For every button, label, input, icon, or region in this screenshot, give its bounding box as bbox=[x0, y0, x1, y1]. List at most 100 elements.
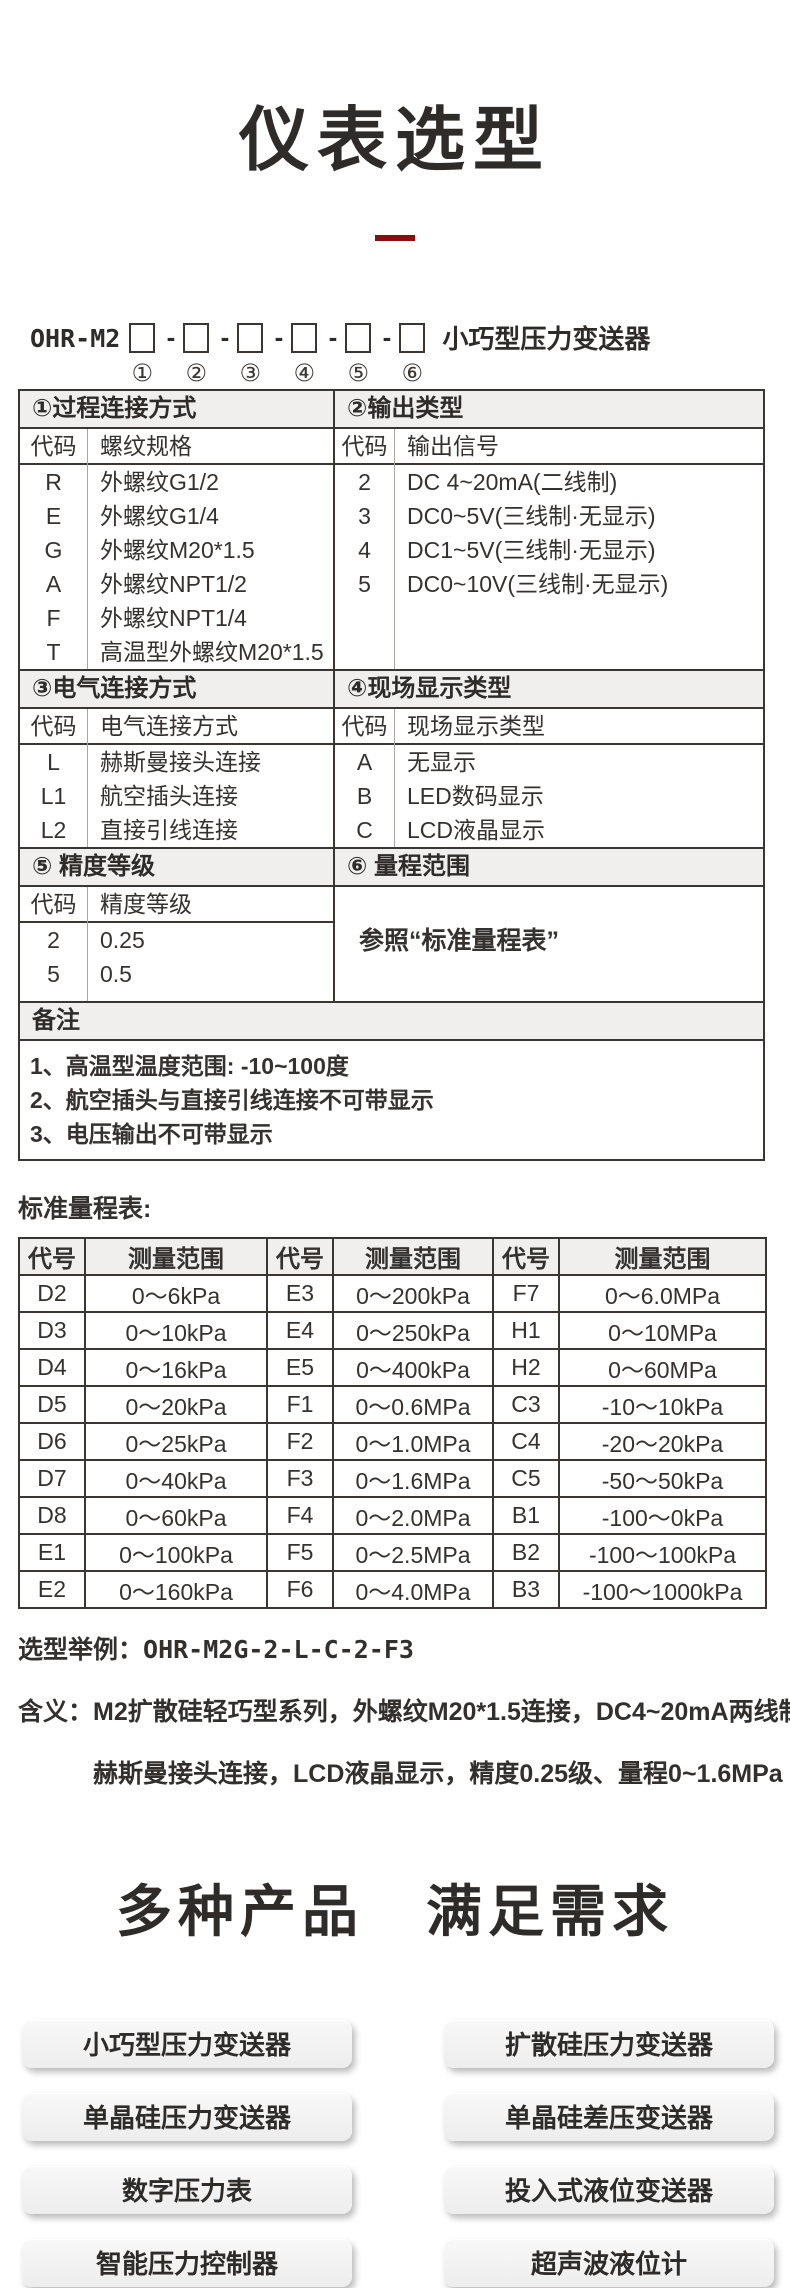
column-header-desc: 电气连接方式 bbox=[88, 709, 333, 745]
example-model-code: OHR-M2G-2-L-C-2-F3 bbox=[143, 1635, 414, 1664]
desc-cell: 外螺纹G1/4 bbox=[100, 503, 219, 529]
remark-note-line: 1、高温型温度范围: -10~100度 bbox=[30, 1053, 349, 1079]
range-code-cell: D3 bbox=[18, 1311, 86, 1350]
range-code-cell: C3 bbox=[492, 1385, 560, 1424]
section-title: ①过程连接方式 bbox=[20, 391, 333, 429]
spec-section-output-type: ②输出类型 代码 2 3 4 5 输出信号 DC 4~20mA(二线制) DC0~5V(… bbox=[335, 391, 763, 669]
column-header-desc: 现场显示类型 bbox=[395, 709, 763, 745]
range-code-cell: E5 bbox=[266, 1348, 334, 1387]
range-code-cell: H1 bbox=[492, 1311, 560, 1350]
example-meaning: 含义： M2扩散硅轻巧型系列，外螺纹M20*1.5连接，DC4~20mA两线制输… bbox=[18, 1681, 790, 1805]
range-row: D6 0～25kPa F2 0～1.0MPa C4 -20～20kPa bbox=[18, 1422, 767, 1461]
model-code-slot: ② bbox=[182, 323, 229, 387]
range-code-cell: F7 bbox=[492, 1274, 560, 1313]
range-code-cell: B2 bbox=[492, 1533, 560, 1572]
desc-cell: 直接引线连接 bbox=[100, 817, 238, 843]
range-header-cell: 代号 bbox=[266, 1237, 334, 1276]
range-code-cell: D7 bbox=[18, 1459, 86, 1498]
page-title: 仪表选型 bbox=[239, 101, 551, 179]
column-header-code: 代码 bbox=[335, 429, 394, 465]
range-code-cell: F3 bbox=[266, 1459, 334, 1498]
product-button[interactable]: 扩散硅压力变送器 bbox=[444, 2020, 774, 2068]
code-cell: 4 bbox=[358, 537, 371, 563]
range-code-cell: C4 bbox=[492, 1422, 560, 1461]
desc-cell: 0.25 bbox=[100, 927, 145, 953]
product-button[interactable]: 超声波液位计 bbox=[444, 2239, 774, 2287]
desc-cell: DC0~10V(三线制·无显示) bbox=[407, 571, 669, 597]
model-suffix: 小巧型压力变送器 bbox=[442, 324, 651, 354]
range-value-cell: 0～40kPa bbox=[84, 1459, 268, 1498]
spec-section-remark: 备注 1、高温型温度范围: -10~100度 2、航空插头与直接引线连接不可带显示… bbox=[20, 1001, 763, 1159]
model-code-box bbox=[183, 323, 210, 353]
product-button[interactable]: 小巧型压力变送器 bbox=[22, 2020, 352, 2068]
model-code-line: OHR-M2 ① ② ③ ④ bbox=[30, 323, 790, 387]
range-header-row: 代号 测量范围 代号 测量范围 代号 测量范围 bbox=[18, 1237, 767, 1276]
product-button[interactable]: 数字压力表 bbox=[22, 2166, 352, 2214]
code-cell: 2 bbox=[358, 469, 371, 495]
model-code-slot: ⑥ bbox=[398, 323, 426, 387]
section-title: ⑤ 精度等级 bbox=[20, 849, 333, 887]
range-value-cell: 0～200kPa bbox=[332, 1274, 494, 1313]
range-header-cell: 代号 bbox=[492, 1237, 560, 1276]
range-value-cell: 0～6kPa bbox=[84, 1274, 268, 1313]
range-value-cell: 0～60MPa bbox=[558, 1348, 767, 1387]
position-number: ⑥ bbox=[401, 360, 424, 387]
product-button[interactable]: 智能压力控制器 bbox=[22, 2239, 352, 2287]
code-cell: 5 bbox=[47, 961, 60, 987]
spec-pair-3: ⑤ 精度等级 代码 2 5 精度等级 0.25 0.5 bbox=[20, 847, 763, 1001]
range-table-label: 标准量程表: bbox=[18, 1195, 152, 1223]
range-row: D3 0～10kPa E4 0～250kPa H1 0～10MPa bbox=[18, 1311, 767, 1350]
code-cell: B bbox=[356, 783, 373, 809]
range-value-cell: 0～2.5MPa bbox=[332, 1533, 494, 1572]
code-cell: C bbox=[356, 817, 373, 843]
product-button[interactable]: 单晶硅差压变送器 bbox=[444, 2093, 774, 2141]
range-code-cell: E4 bbox=[266, 1311, 334, 1350]
column-header-desc: 精度等级 bbox=[88, 887, 333, 923]
column-header-code: 代码 bbox=[20, 429, 87, 465]
desc-cell: 外螺纹G1/2 bbox=[100, 469, 219, 495]
model-code-slot: ③ bbox=[236, 323, 283, 387]
range-code-cell: F1 bbox=[266, 1385, 334, 1424]
section-title: ②输出类型 bbox=[335, 391, 763, 429]
range-code-cell: E1 bbox=[18, 1533, 86, 1572]
model-code-slot: ⑤ bbox=[344, 323, 391, 387]
remark-note-line: 3、电压输出不可带显示 bbox=[30, 1121, 273, 1147]
range-code-cell: B1 bbox=[492, 1496, 560, 1535]
range-value-cell: -50～50kPa bbox=[558, 1459, 767, 1498]
product-button[interactable]: 单晶硅压力变送器 bbox=[22, 2093, 352, 2141]
section-title: ⑥ 量程范围 bbox=[335, 849, 763, 887]
range-value-cell: 0～25kPa bbox=[84, 1422, 268, 1461]
desc-cell: DC 4~20mA(二线制) bbox=[407, 469, 618, 495]
selection-example: 选型举例：OHR-M2G-2-L-C-2-F3 含义： M2扩散硅轻巧型系列，外… bbox=[18, 1633, 790, 1805]
desc-cell: DC1~5V(三线制·无显示) bbox=[407, 537, 656, 563]
range-header-cell: 代号 bbox=[18, 1237, 86, 1276]
product-button[interactable]: 投入式液位变送器 bbox=[444, 2166, 774, 2214]
range-reference-note: 参照“标准量程表” bbox=[359, 927, 560, 955]
range-code-cell: E3 bbox=[266, 1274, 334, 1313]
range-row: D2 0～6kPa E3 0～200kPa F7 0～6.0MPa bbox=[18, 1274, 767, 1313]
column-header-code: 代码 bbox=[20, 709, 87, 745]
column-header-code: 代码 bbox=[335, 709, 394, 745]
range-header-cell: 测量范围 bbox=[558, 1237, 767, 1276]
range-row: D5 0～20kPa F1 0～0.6MPa C3 -10～10kPa bbox=[18, 1385, 767, 1424]
range-header-cell: 测量范围 bbox=[84, 1237, 268, 1276]
code-cell: L1 bbox=[40, 783, 67, 809]
position-number: ④ bbox=[293, 360, 316, 387]
code-cell: G bbox=[44, 537, 63, 563]
desc-cell: DC0~5V(三线制·无显示) bbox=[407, 503, 656, 529]
title-accent-divider bbox=[375, 235, 415, 241]
range-value-cell: -100～0kPa bbox=[558, 1496, 767, 1535]
code-cell: 3 bbox=[358, 503, 371, 529]
code-cell: 2 bbox=[47, 927, 60, 953]
desc-cell: 外螺纹NPT1/4 bbox=[100, 605, 247, 631]
model-code-box bbox=[345, 323, 372, 353]
position-number: ① bbox=[131, 360, 154, 387]
model-prefix: OHR-M2 bbox=[30, 324, 121, 353]
range-code-cell: D5 bbox=[18, 1385, 86, 1424]
code-cell: T bbox=[46, 639, 61, 665]
model-code-box bbox=[129, 323, 156, 353]
range-code-cell: F6 bbox=[266, 1570, 334, 1609]
code-cell: A bbox=[45, 571, 62, 597]
